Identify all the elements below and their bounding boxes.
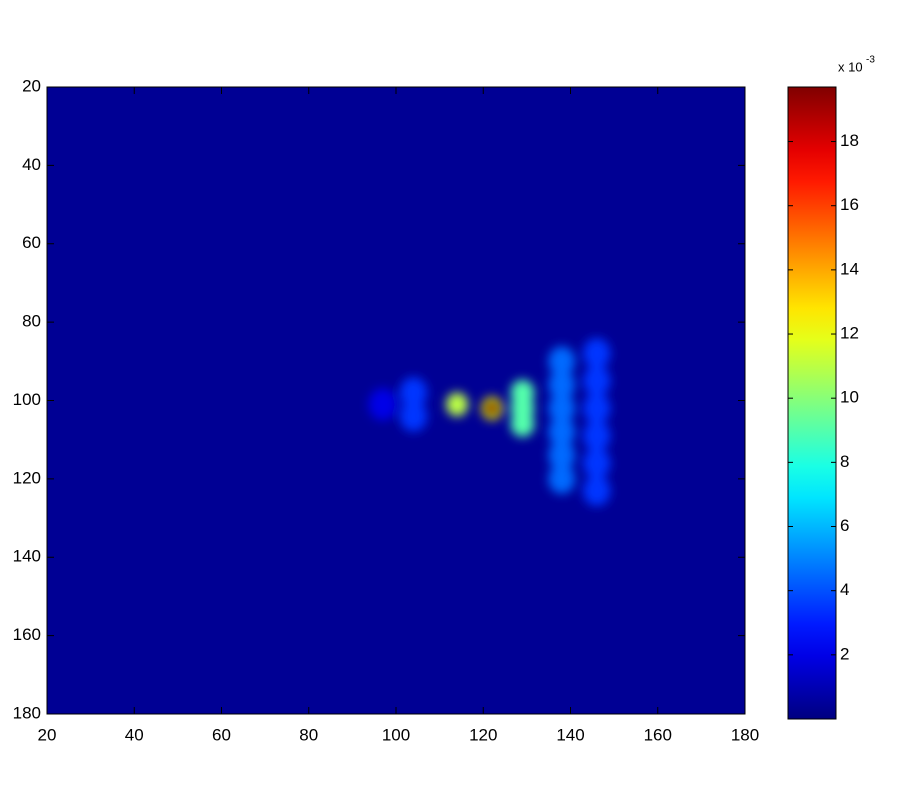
- y-tick-label: 120: [13, 468, 41, 487]
- x-tick-label: 120: [469, 725, 497, 744]
- x-tick-label: 60: [212, 725, 231, 744]
- colorbar-exponent: x 10: [838, 59, 863, 74]
- heatmap-cell: [548, 346, 576, 377]
- colorbar-tick-label: 16: [840, 195, 859, 214]
- y-tick-label: 160: [13, 625, 41, 644]
- x-tick-label: 180: [731, 725, 759, 744]
- heatmap-cell: [582, 420, 611, 452]
- colorbar-tick-label: 12: [840, 324, 859, 343]
- y-tick-label: 180: [13, 703, 41, 722]
- y-tick-label: 140: [13, 547, 41, 566]
- y-tick-label: 60: [22, 233, 41, 252]
- heatmap-cell: [548, 369, 576, 400]
- heatmap-cell: [582, 475, 611, 507]
- x-tick-label: 160: [644, 725, 672, 744]
- heatmap-cell: [510, 411, 535, 437]
- colorbar-tick-label: 2: [840, 644, 849, 663]
- colorbar-exponent-power: -3: [866, 55, 875, 66]
- heatmap-cell: [445, 392, 469, 417]
- heatmap-cell: [483, 400, 501, 417]
- x-tick-label: 80: [299, 725, 318, 744]
- heatmap-cell: [368, 388, 398, 421]
- heatmap-cell: [399, 377, 428, 409]
- heatmap-cell: [399, 400, 428, 432]
- y-tick-label: 80: [22, 312, 41, 331]
- y-tick-label: 20: [22, 76, 41, 95]
- heatmap-cell: [548, 463, 576, 494]
- y-tick-label: 100: [13, 390, 41, 409]
- colorbar: [787, 86, 837, 720]
- heatmap-cell: [582, 392, 611, 424]
- y-tick-label: 40: [22, 155, 41, 174]
- heatmap-cell: [548, 393, 576, 424]
- x-tick-label: 140: [556, 725, 584, 744]
- heatmap-cell: [582, 447, 611, 479]
- colorbar-tick-label: 10: [840, 388, 859, 407]
- heatmap-cell: [548, 440, 576, 471]
- colorbar-tick-label: 4: [840, 580, 849, 599]
- heatmap-cell: [548, 416, 576, 447]
- colorbar-tick-label: 8: [840, 452, 849, 471]
- heatmap-area: [47, 87, 745, 714]
- x-tick-label: 40: [125, 725, 144, 744]
- colorbar-tick-label: 6: [840, 516, 849, 535]
- heatmap-cell: [582, 365, 611, 397]
- colorbar-tick-label: 18: [840, 131, 859, 150]
- x-tick-label: 20: [38, 725, 57, 744]
- heatmap-cell: [582, 338, 611, 369]
- heatmap-blobs: [368, 338, 611, 507]
- x-tick-label: 100: [382, 725, 410, 744]
- colorbar-tick-label: 14: [840, 259, 859, 278]
